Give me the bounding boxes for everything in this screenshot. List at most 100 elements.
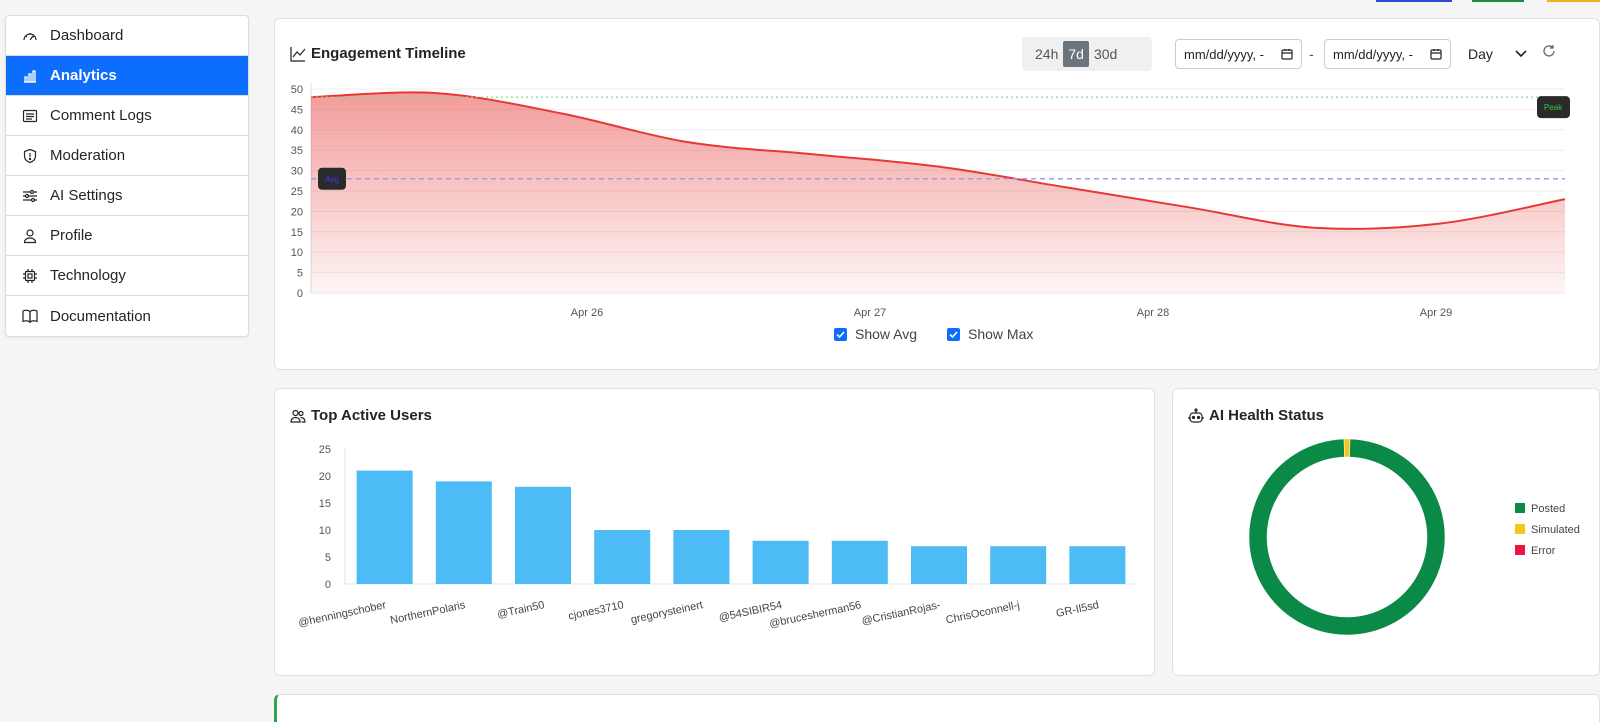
y-tick-label: 10 [291,247,303,259]
top-active-users-title: Top Active Users [290,407,432,424]
start-date-input[interactable]: mm/dd/yyyy, - [1175,39,1302,69]
legend-swatch-posted [1515,503,1525,513]
bar [435,481,492,584]
book-icon [22,308,38,324]
donut-slice-posted [1248,438,1446,636]
sidebar-item-analytics[interactable]: Analytics [6,56,248,96]
shield-icon [22,148,38,164]
range-24h-button[interactable]: 24h [1030,41,1063,67]
engagement-timeline-title-text: Engagement Timeline [311,45,466,62]
sidebar-item-dashboard[interactable]: Dashboard [6,16,248,56]
x-tick-label: Apr 28 [1137,307,1169,319]
y-tick-label: 35 [291,145,303,157]
top-button-green-edge[interactable] [1472,0,1524,2]
top-button-yellow-edge[interactable] [1547,0,1600,2]
x-tick-label: @henningschober [297,599,387,629]
top-active-users-card: Top Active Users 0 5 10 15 20 25 @henningschob… [274,388,1155,676]
avg-tag: Avg [318,167,346,190]
legend-swatch-error [1515,545,1525,555]
calendar-icon[interactable] [1430,48,1442,60]
sidebar-item-ai-settings[interactable]: AI Settings [6,176,248,216]
x-tick-label: @CristianRojas- [861,599,942,627]
sidebar-item-label: Moderation [50,147,126,164]
bottom-status-card [274,694,1600,722]
x-tick-label: Apr 29 [1420,307,1452,319]
y-tick-label: 0 [325,579,331,591]
svg-text:Avg: Avg [325,175,339,184]
sidebar-item-moderation[interactable]: Moderation [6,136,248,176]
granularity-select[interactable]: Day [1460,39,1535,69]
start-date-text: mm/dd/yyyy, - [1184,46,1264,62]
sidebar-item-profile[interactable]: Profile [6,216,248,256]
x-tick-label: gregorysteinert [630,599,704,626]
y-tick-label: 25 [291,186,303,198]
top-users-bar-chart: 0 5 10 15 20 25 @henningschober NorthernPolaris… [297,444,1137,630]
show-avg-checkbox[interactable] [834,327,847,341]
y-tick-label: 25 [319,444,331,456]
y-tick-label: 45 [291,104,303,116]
sliders-icon [22,188,38,204]
legend-swatch-simulated [1515,524,1525,534]
show-max-label: Show Max [968,326,1034,342]
top-button-blue-edge[interactable] [1376,0,1452,2]
y-tick-label: 15 [319,498,331,510]
ai-health-status-title-text: AI Health Status [1209,407,1325,424]
legend-label: Error [1531,545,1556,557]
y-tick-label: 5 [325,552,331,564]
sidebar-item-label: Dashboard [50,27,124,44]
y-tick-label: 40 [291,125,303,137]
legend-label: Posted [1531,503,1565,515]
engagement-area-fill [311,92,1565,293]
ai-health-donut-chart: Posted Simulated Error [1248,438,1580,636]
sidebar-item-comment-logs[interactable]: Comment Logs [6,96,248,136]
people-icon [290,408,306,424]
range-30d-button[interactable]: 30d [1089,41,1122,67]
sidebar-item-label: Documentation [50,307,151,325]
sidebar-item-label: Profile [50,227,93,244]
sidebar: Dashboard Analytics Comment Logs Moderation… [5,15,249,337]
calendar-icon[interactable] [1281,48,1293,60]
y-tick-label: 5 [297,268,303,280]
robot-icon [1188,407,1204,424]
peak-tag: Peak [1537,96,1570,119]
y-tick-label: 20 [291,206,303,218]
bar [1069,546,1126,584]
x-tick-label: @brucesherman56 [768,599,862,630]
ai-health-status-card: AI Health Status Posted Simulated Error [1172,388,1600,676]
refresh-icon[interactable] [1542,44,1556,58]
bar-chart-icon [22,68,38,84]
top-active-users-title-text: Top Active Users [311,407,432,424]
speedometer-icon [22,28,38,44]
chevron-down-icon [1515,50,1527,58]
y-tick-label: 0 [297,288,303,300]
end-date-text: mm/dd/yyyy, - [1333,46,1413,62]
sidebar-item-documentation[interactable]: Documentation [6,296,248,336]
engagement-timeline-chart: 0 5 10 15 20 25 30 35 40 45 50 Apr 26 Apr 27 Apr 28 Ap… [291,83,1570,319]
range-7d-button[interactable]: 7d [1063,41,1089,67]
sidebar-item-label: AI Settings [50,187,123,204]
sidebar-item-technology[interactable]: Technology [6,256,248,296]
y-tick-label: 20 [319,471,331,483]
person-icon [22,228,38,244]
bar [911,546,967,584]
legend-label: Simulated [1531,524,1580,536]
engagement-timeline-title: Engagement Timeline [290,45,466,62]
show-avg-label: Show Avg [855,326,918,342]
donut-slice-simulated [1343,438,1351,458]
bar [990,546,1047,584]
svg-text:Peak: Peak [1544,103,1563,112]
engagement-series-line [310,91,1566,230]
x-tick-label: NorthernPolaris [389,599,467,627]
bar [356,470,413,584]
y-tick-label: 15 [291,227,303,239]
bar [515,486,571,584]
show-avg-toggle[interactable]: Show Avg [834,326,917,342]
granularity-value: Day [1468,46,1493,62]
x-tick-label: Apr 27 [854,307,886,319]
date-range-separator: - [1309,46,1314,62]
sidebar-item-label: Analytics [50,67,117,84]
end-date-input[interactable]: mm/dd/yyyy, - [1324,39,1451,69]
show-max-checkbox[interactable] [947,327,960,341]
line-chart-icon [290,46,306,62]
show-max-toggle[interactable]: Show Max [947,326,1033,342]
